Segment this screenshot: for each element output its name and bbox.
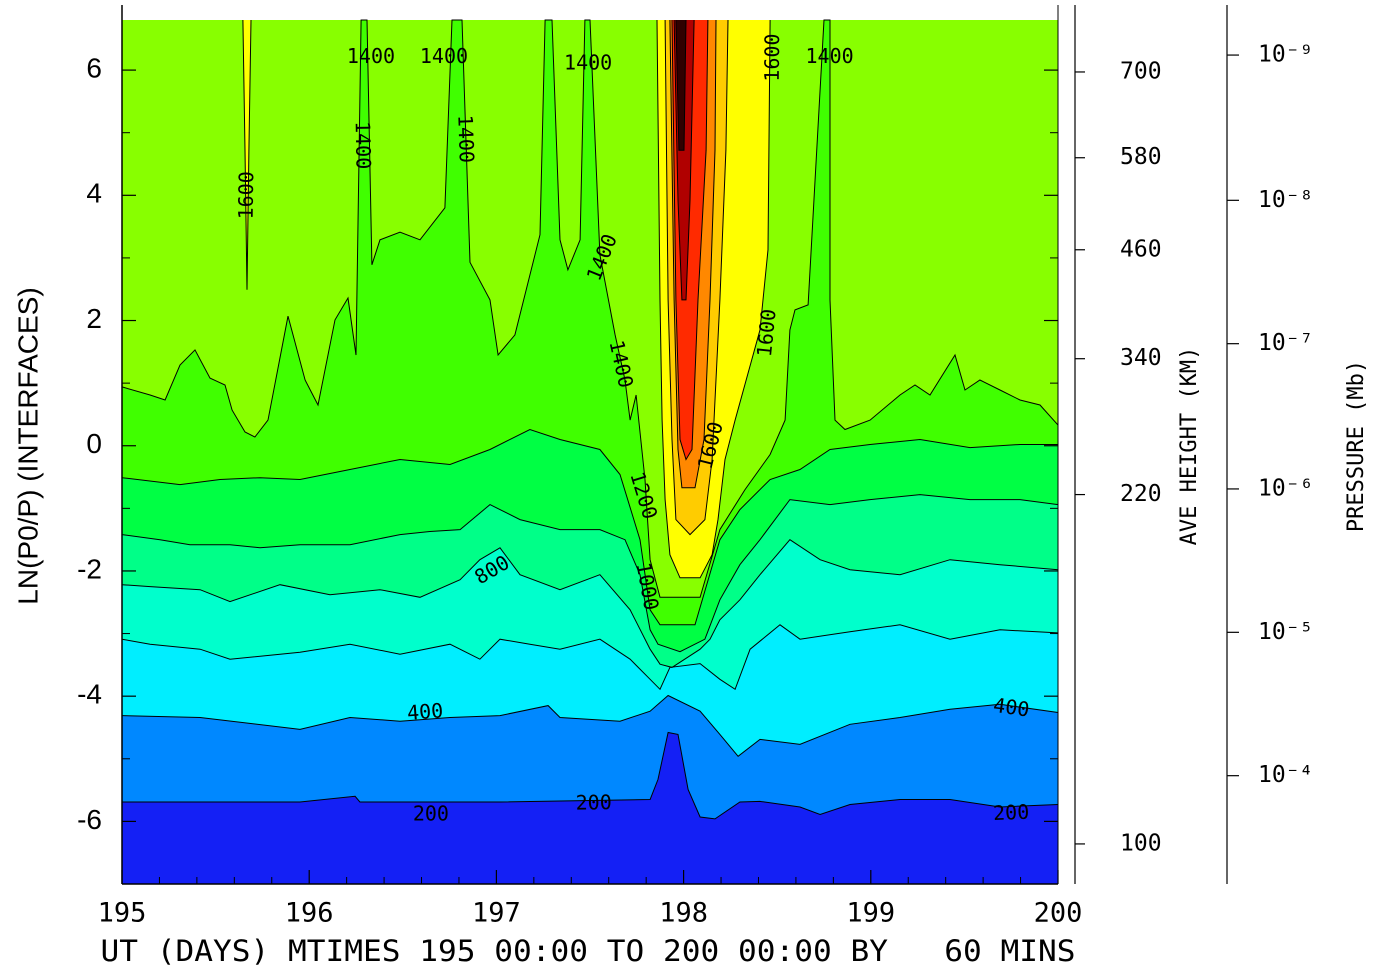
- height-tick-label: 700: [1120, 58, 1162, 84]
- contour-label: 1600: [234, 171, 259, 220]
- contour-label: 1400: [453, 114, 479, 163]
- pressure-tick-label: 10⁻⁸: [1258, 187, 1313, 213]
- pressure-tick-label: 10⁻⁶: [1258, 475, 1313, 501]
- y-tick-label: -4: [77, 679, 102, 710]
- pressure-tick-label: 10⁻⁷: [1258, 330, 1313, 356]
- contour-line: [669, 19, 717, 489]
- contour-label: 400: [992, 693, 1031, 722]
- x-axis-title: UT (DAYS) MTIMES 195 00:00 TO 200 00:00 …: [101, 934, 1076, 968]
- height-tick-label: 100: [1120, 830, 1162, 856]
- contour-label: 1600: [760, 33, 784, 81]
- y-tick-label: 6: [86, 52, 102, 83]
- pressure-tick-label: 10⁻⁹: [1258, 42, 1313, 68]
- contour-lines: [121, 19, 1059, 820]
- y-tick-label: -2: [77, 553, 102, 584]
- contour-label: 1400: [564, 50, 612, 74]
- contour-line: [122, 731, 1059, 820]
- contour-band: [242, 20, 251, 290]
- contour-label: 200: [993, 800, 1030, 826]
- height-tick-label: 220: [1120, 481, 1162, 507]
- contour-line: [675, 19, 687, 151]
- height-tick-label: 580: [1120, 144, 1162, 170]
- contour-label: 200: [413, 802, 449, 826]
- x-tick-label: 196: [285, 898, 334, 929]
- contour-label: 1400: [351, 121, 376, 170]
- y-tick-label: 4: [86, 178, 102, 209]
- contour-line: [671, 19, 709, 461]
- contour-label: 1400: [806, 44, 854, 68]
- y-tick-label: -6: [77, 804, 102, 835]
- contour-label: 400: [406, 698, 444, 725]
- x-tick-label: 199: [846, 898, 895, 929]
- pressure-tick-label: 10⁻⁵: [1258, 619, 1313, 645]
- y-axis-title: LN(P0/P) (INTERFACES): [12, 287, 43, 604]
- contour-label: 1400: [420, 44, 468, 68]
- contour-fills: [122, 20, 1058, 884]
- contour-line: [121, 624, 1059, 691]
- axes: 195 196 197 198 199 200 -6 -4 -2 0 2 4 6 700 580 460 340…: [77, 5, 1313, 929]
- contour-label: 200: [575, 790, 612, 815]
- y-tick-label: 2: [86, 303, 102, 334]
- contour-line: [664, 19, 729, 536]
- contour-band: [122, 732, 1058, 884]
- height-tick-label: 460: [1120, 236, 1162, 262]
- height-tick-label: 340: [1120, 345, 1162, 371]
- x-tick-label: 200: [1034, 898, 1083, 929]
- contour-line: [121, 694, 1059, 757]
- x-tick-label: 198: [659, 898, 708, 929]
- height-axis-title: AVE HEIGHT (KM): [1177, 347, 1202, 546]
- contour-line: [121, 494, 1059, 653]
- x-tick-label: 195: [98, 898, 147, 929]
- contour-label: 1600: [752, 308, 781, 358]
- pressure-axis-title: PRESSURE (Mb): [1344, 360, 1369, 532]
- contour-line: [673, 19, 695, 301]
- x-tick-label: 197: [472, 898, 521, 929]
- pressure-tick-label: 10⁻⁴: [1258, 762, 1313, 788]
- contour-line: [121, 539, 1059, 668]
- y-tick-label: 0: [86, 428, 102, 459]
- contour-line: [242, 19, 252, 290]
- contour-line: [121, 19, 1059, 598]
- contour-line: [656, 19, 771, 579]
- contour-label: 1400: [347, 44, 395, 68]
- contour-line: [121, 428, 1058, 626]
